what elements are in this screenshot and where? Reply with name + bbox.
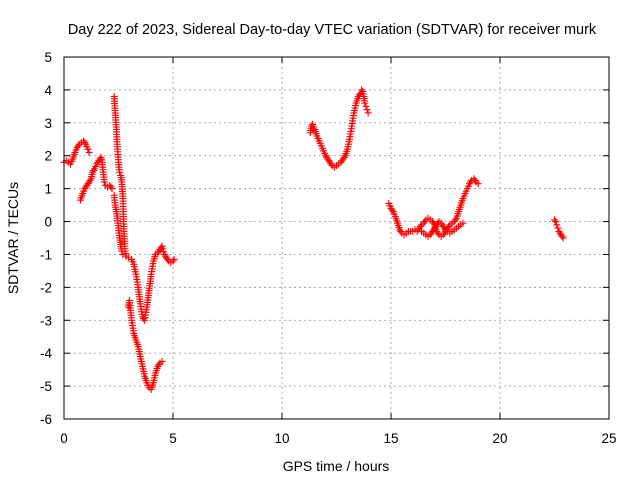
y-axis-label: SDTVAR / TECUs bbox=[5, 182, 21, 294]
y-tick-label: -6 bbox=[40, 412, 52, 427]
axes bbox=[63, 56, 610, 420]
x-tick-label: 20 bbox=[492, 431, 507, 446]
data-point bbox=[553, 221, 561, 229]
data-point bbox=[362, 102, 370, 110]
data-point bbox=[85, 148, 93, 156]
data-point bbox=[363, 106, 371, 114]
data-point bbox=[158, 357, 166, 365]
data-point bbox=[340, 153, 348, 161]
data-point bbox=[434, 229, 442, 237]
data-point bbox=[74, 142, 82, 150]
chart-title: Day 222 of 2023, Sidereal Day-to-day VTE… bbox=[68, 22, 597, 38]
data-point bbox=[107, 183, 115, 191]
data-point bbox=[86, 176, 94, 184]
x-axis-label: GPS time / hours bbox=[283, 458, 390, 474]
data-point bbox=[558, 232, 566, 240]
data-point bbox=[164, 255, 172, 263]
data-point bbox=[327, 160, 335, 168]
data-point bbox=[559, 234, 567, 242]
x-tick-label: 0 bbox=[60, 431, 68, 446]
data-point bbox=[459, 219, 467, 227]
data-point bbox=[451, 216, 459, 224]
data-point bbox=[355, 91, 363, 99]
data-point bbox=[358, 86, 366, 94]
y-tick-label: 4 bbox=[44, 83, 52, 98]
data-point bbox=[416, 222, 424, 230]
data-point bbox=[100, 178, 108, 186]
data-point bbox=[84, 145, 92, 153]
plot-frame bbox=[63, 56, 610, 420]
x-tick-label: 10 bbox=[274, 431, 289, 446]
y-tick-label: 2 bbox=[44, 149, 52, 164]
data-point bbox=[140, 315, 148, 323]
data-point bbox=[89, 167, 97, 175]
data-point bbox=[440, 224, 448, 232]
data-point bbox=[169, 257, 177, 265]
data-point bbox=[170, 255, 178, 263]
y-tick-label: 5 bbox=[44, 50, 52, 65]
x-tick-label: 15 bbox=[383, 431, 398, 446]
data-point bbox=[364, 109, 372, 117]
data-point bbox=[388, 206, 396, 214]
data-point bbox=[397, 227, 405, 235]
data-point bbox=[108, 185, 116, 193]
data-point bbox=[119, 250, 127, 258]
y-tick-label: 1 bbox=[44, 182, 52, 197]
data-point bbox=[124, 254, 132, 262]
data-point bbox=[81, 139, 89, 147]
y-tick-label: 0 bbox=[44, 215, 52, 230]
y-tick-label: -4 bbox=[40, 346, 52, 361]
x-tick-label: 25 bbox=[601, 431, 616, 446]
y-tick-label: 3 bbox=[44, 116, 52, 131]
y-tick-label: -2 bbox=[40, 280, 52, 295]
data-point bbox=[421, 218, 429, 226]
y-tick-label: -5 bbox=[40, 379, 52, 394]
x-axis-ticks: 0 5 10 15 20 25 bbox=[60, 57, 617, 446]
x-tick-label: 5 bbox=[169, 431, 177, 446]
data-point bbox=[361, 99, 369, 107]
data-point bbox=[116, 168, 124, 176]
data-point bbox=[118, 247, 126, 255]
data-point bbox=[551, 216, 558, 224]
data-point bbox=[471, 176, 479, 184]
data-point bbox=[155, 361, 163, 369]
data-point bbox=[552, 218, 560, 226]
data-points bbox=[60, 86, 567, 393]
y-tick-label: -1 bbox=[40, 247, 52, 262]
data-point bbox=[554, 224, 562, 232]
y-tick-label: -3 bbox=[40, 313, 52, 328]
data-point bbox=[474, 180, 482, 188]
y-axis-ticks: -6 -5 -4 -3 -2 -1 0 1 2 3 4 5 bbox=[40, 50, 609, 427]
